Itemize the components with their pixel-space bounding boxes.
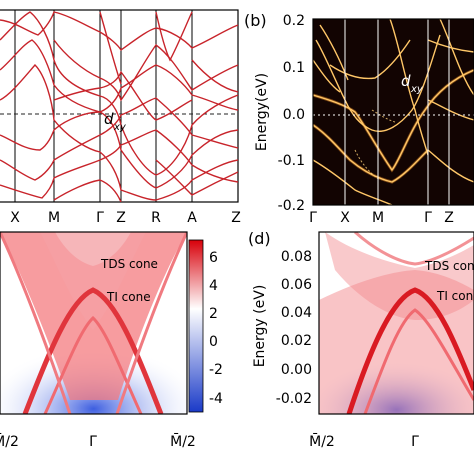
panel-c-colorbar-ticks: 6 4 2 0 -2 -4 xyxy=(209,250,223,407)
panel-b-ytick: -0.1 xyxy=(278,153,305,169)
panel-a-xticks: X M Γ Z R A Z xyxy=(10,210,241,226)
panel-b-xtick: Γ xyxy=(309,210,317,226)
panel-d-xtick: M̄/2 xyxy=(309,432,335,450)
panel-c-tds-cone-label: TDS cone xyxy=(100,257,158,271)
panel-d-yticks: 0.08 0.06 0.04 0.02 0.00 -0.02 xyxy=(276,249,312,407)
panel-d-xticks: M̄/2 Γ̄ xyxy=(309,432,419,450)
panel-a-xtick: Z xyxy=(116,210,126,226)
panel-c-colorbar: 6 4 2 0 -2 -4 xyxy=(188,239,223,413)
panel-c-colorbar-tick: 2 xyxy=(209,306,218,322)
panel-a-xtick: A xyxy=(187,210,197,226)
panel-b-xtick: Z xyxy=(444,210,454,226)
panel-a-xtick: Z xyxy=(231,210,241,226)
panel-c-colorbar-gradient xyxy=(188,239,204,413)
panel-c-colorbar-tick: 4 xyxy=(209,278,218,294)
panel-b-frame xyxy=(312,18,474,206)
panel-d-xtick: Γ̄ xyxy=(411,434,419,450)
panel-b-xticks: Γ X M Γ Z xyxy=(309,210,454,226)
panel-c-xticks: M̄/2 Γ̄ M̄/2 xyxy=(0,432,196,450)
panel-b-xtick: X xyxy=(340,210,350,226)
panel-d-ti-cone-label: TI cone xyxy=(436,289,474,303)
panel-a-bands xyxy=(0,11,238,202)
panel-d-ytick: 0.06 xyxy=(281,277,312,293)
panel-b-ytick: 0.1 xyxy=(283,60,305,76)
panel-b-annotation: d xy xyxy=(401,72,424,95)
panel-d-label: (d) xyxy=(248,229,271,248)
panel-b-yticks: 0.2 0.1 0.0 -0.1 -0.2 xyxy=(278,13,305,214)
panel-b-ytick: 0.0 xyxy=(283,107,305,123)
panel-b-xtick: Γ xyxy=(424,210,432,226)
panel-a-kpoint-lines xyxy=(14,10,193,202)
panel-b-background xyxy=(313,19,474,205)
panel-c-xtick: M̄/2 xyxy=(170,432,196,450)
panel-c-colorbar-tick: -4 xyxy=(209,391,223,407)
panel-d-ytick: 0.04 xyxy=(281,305,312,321)
panel-c-ti-cone-label: TI cone xyxy=(106,290,151,304)
panel-d-annotations: TDS cone TI cone xyxy=(424,259,474,303)
panel-b-bands xyxy=(313,19,474,205)
panel-d-ytick: 0.00 xyxy=(281,362,312,378)
panel-b-ytick: 0.2 xyxy=(283,13,305,29)
panel-c-xtick: M̄/2 xyxy=(0,432,19,450)
panel-c-spectral-map xyxy=(0,232,187,414)
panel-b-ytick: -0.2 xyxy=(278,198,305,214)
panel-b-label: (b) xyxy=(244,11,267,30)
panel-a-annotation: d xy xyxy=(104,110,127,133)
panel-c: TDS cone TI cone 6 4 2 0 -2 -4 M̄/2 Γ̄ M… xyxy=(0,231,223,450)
panel-a-xtick: R xyxy=(151,210,161,226)
panel-d-ylabel: Energy (eV) xyxy=(252,285,268,368)
panel-a-xtick: X xyxy=(10,210,20,226)
panel-c-colorbar-tick: 0 xyxy=(209,334,218,350)
panel-c-colorbar-tick: -2 xyxy=(209,362,223,378)
panel-c-annotations: TDS cone TI cone xyxy=(100,257,158,304)
panel-b-dxy-sub: xy xyxy=(410,84,424,95)
panel-c-colorbar-tick: 6 xyxy=(209,250,218,266)
panel-b-ylabel: Energy(eV) xyxy=(254,73,270,151)
panel-a-dxy-label: d xyxy=(104,110,114,128)
panel-d-tds-cone-label: TDS cone xyxy=(424,259,474,273)
panel-a-xtick: Γ xyxy=(96,210,104,226)
panel-b-dxy-label: d xyxy=(401,72,411,90)
panel-a-dxy-sub: xy xyxy=(113,122,127,133)
panel-b: (b) xyxy=(244,11,474,226)
panel-a-xtick: M xyxy=(48,210,60,226)
panel-d-frame xyxy=(318,231,474,415)
panel-d-ytick: 0.08 xyxy=(281,249,312,265)
panel-d: (d) TDS cone TI cone 0.08 0.06 0.04 0.02… xyxy=(248,229,474,450)
panel-d-ytick: -0.02 xyxy=(276,391,312,407)
panel-d-ytick: 0.02 xyxy=(281,333,312,349)
panel-b-xtick: M xyxy=(372,210,384,226)
panel-c-frame xyxy=(0,231,188,415)
panel-a: d xy X M Γ Z R A Z xyxy=(0,9,241,226)
panel-a-frame xyxy=(0,9,239,203)
panel-d-spectral-map xyxy=(319,232,474,414)
panel-c-xtick: Γ̄ xyxy=(89,434,97,450)
